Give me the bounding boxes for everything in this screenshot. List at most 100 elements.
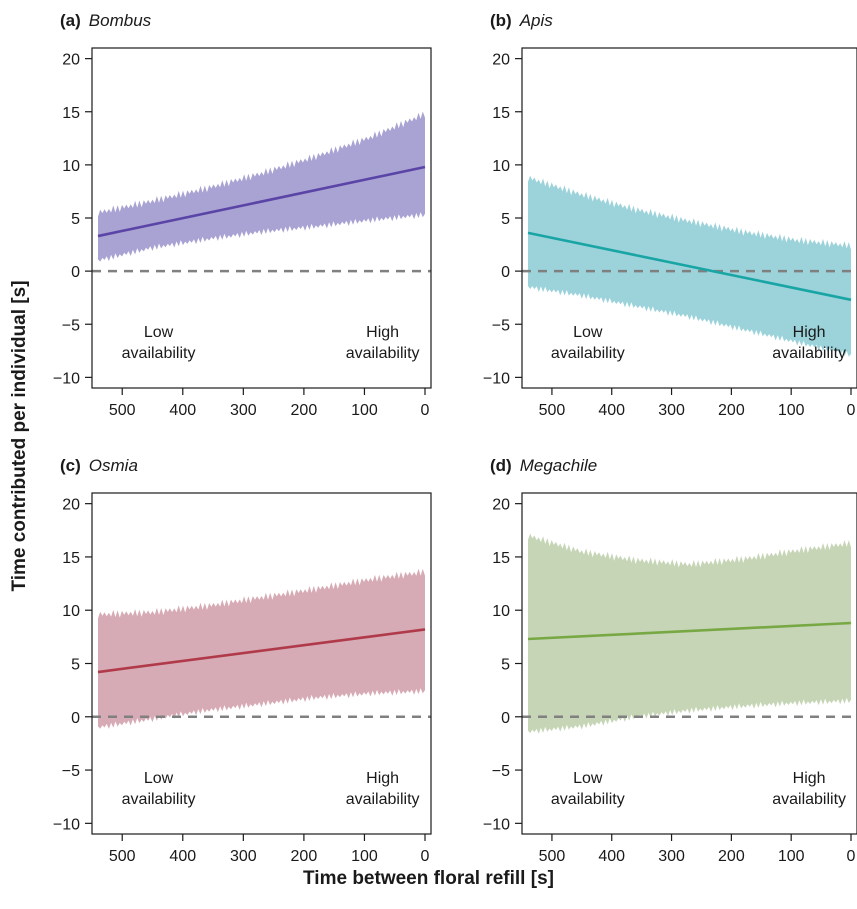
x-tick-label: 100 xyxy=(351,402,378,419)
annotation-line: availability xyxy=(551,791,625,808)
confidence-band xyxy=(98,568,425,729)
panel-label: (b) xyxy=(490,11,512,30)
y-tick-label: −5 xyxy=(62,763,80,780)
panel-taxon: Bombus xyxy=(89,11,152,30)
y-tick-label: −10 xyxy=(483,816,510,833)
annotation-line: High xyxy=(366,324,399,341)
x-tick-label: 300 xyxy=(658,848,685,865)
y-tick-label: 0 xyxy=(71,264,80,281)
x-tick-label: 400 xyxy=(169,402,196,419)
annotation-line: availability xyxy=(122,791,196,808)
annotation-high-availability: High availability xyxy=(346,770,420,808)
panel-label: (a) xyxy=(60,11,81,30)
x-axis-title: Time between floral refill [s] xyxy=(303,868,554,889)
x-tick-label: 100 xyxy=(778,848,805,865)
y-tick-label: 15 xyxy=(62,105,80,122)
panel-2: −10 −5 0 5 10 15 20 500 400 300 200 100 0 (b) Apis Low a… xyxy=(483,11,857,419)
annotation-line: availability xyxy=(346,345,420,362)
y-tick-label: 15 xyxy=(492,550,510,567)
y-tick-label: −10 xyxy=(53,370,80,387)
panel-label: (d) xyxy=(490,456,512,475)
panel-title: (b) Apis xyxy=(490,11,553,30)
fitted-line xyxy=(97,628,426,674)
y-tick-label: 10 xyxy=(62,158,80,175)
annotation-low-availability: Low availability xyxy=(122,770,196,808)
x-tick-label: 300 xyxy=(230,848,257,865)
panel-taxon: Megachile xyxy=(520,456,598,475)
panel-title: (d) Megachile xyxy=(490,456,597,475)
panel-1: −10 −5 0 5 10 15 20 500 400 300 200 100 0 (a) Bombus Lo… xyxy=(53,11,432,419)
y-tick-label: 0 xyxy=(71,710,80,727)
y-tick-label: 5 xyxy=(71,657,80,674)
panel-taxon: Apis xyxy=(519,11,554,30)
panel-4: −10 −5 0 5 10 15 20 500 400 300 200 100 0 (d) Megachil… xyxy=(483,456,857,865)
x-tick-label: 500 xyxy=(539,402,566,419)
annotation-high-availability: High availability xyxy=(346,324,420,362)
y-tick-label: 20 xyxy=(492,497,510,514)
x-tick-label: 0 xyxy=(421,848,430,865)
fitted-line xyxy=(527,231,852,302)
annotation-line: Low xyxy=(144,324,174,341)
annotation-low-availability: Low availability xyxy=(551,324,625,362)
annotation-line: availability xyxy=(772,791,846,808)
x-tick-label: 500 xyxy=(109,402,136,419)
y-tick-label: 10 xyxy=(492,603,510,620)
x-tick-label: 0 xyxy=(847,848,856,865)
panel-title: (c) Osmia xyxy=(60,456,138,475)
x-tick-label: 500 xyxy=(109,848,136,865)
panel-taxon: Osmia xyxy=(89,456,138,475)
x-tick-label: 400 xyxy=(598,848,625,865)
y-tick-label: −5 xyxy=(62,317,80,334)
annotation-high-availability: High availability xyxy=(772,770,846,808)
x-tick-label: 200 xyxy=(718,848,745,865)
fitted-line xyxy=(97,165,426,238)
y-axis-title-wrap: Time contributed per individual [s] xyxy=(0,0,40,820)
y-tick-label: −10 xyxy=(483,370,510,387)
annotation-high-availability: High availability xyxy=(772,324,846,362)
x-tick-label: 200 xyxy=(291,848,318,865)
y-tick-label: 15 xyxy=(62,550,80,567)
y-tick-label: 0 xyxy=(501,264,510,281)
y-tick-label: −5 xyxy=(492,317,510,334)
annotation-line: Low xyxy=(573,324,603,341)
y-tick-label: −5 xyxy=(492,763,510,780)
annotation-line: Low xyxy=(144,770,174,787)
annotation-low-availability: Low availability xyxy=(551,770,625,808)
confidence-band xyxy=(528,533,851,734)
annotation-line: High xyxy=(366,770,399,787)
annotation-line: availability xyxy=(122,345,196,362)
x-tick-label: 200 xyxy=(291,402,318,419)
fitted-line xyxy=(527,621,852,641)
y-tick-label: 20 xyxy=(62,497,80,514)
y-tick-label: 20 xyxy=(492,52,510,69)
annotation-line: availability xyxy=(346,791,420,808)
x-tick-label: 400 xyxy=(169,848,196,865)
y-tick-label: −10 xyxy=(53,816,80,833)
y-tick-label: 5 xyxy=(501,657,510,674)
x-tick-label: 0 xyxy=(847,402,856,419)
annotation-line: High xyxy=(793,324,826,341)
y-tick-label: 20 xyxy=(62,52,80,69)
y-tick-label: 10 xyxy=(492,158,510,175)
panel-3: −10 −5 0 5 10 15 20 500 400 300 200 100 0 (c) Osmia Low… xyxy=(53,456,432,865)
y-axis-title: Time contributed per individual [s] xyxy=(9,280,30,592)
x-tick-label: 200 xyxy=(718,402,745,419)
x-tick-label: 300 xyxy=(230,402,257,419)
annotation-line: High xyxy=(793,770,826,787)
y-tick-label: 5 xyxy=(71,211,80,228)
y-tick-label: 0 xyxy=(501,710,510,727)
confidence-band xyxy=(98,111,425,262)
x-tick-label: 400 xyxy=(598,402,625,419)
panel-label: (c) xyxy=(60,456,81,475)
annotation-line: Low xyxy=(573,770,603,787)
x-tick-label: 100 xyxy=(778,402,805,419)
x-tick-label: 100 xyxy=(351,848,378,865)
x-tick-label: 500 xyxy=(539,848,566,865)
x-tick-label: 300 xyxy=(658,402,685,419)
panel-title: (a) Bombus xyxy=(60,11,152,30)
x-tick-label: 0 xyxy=(421,402,430,419)
y-tick-label: 5 xyxy=(501,211,510,228)
annotation-low-availability: Low availability xyxy=(122,324,196,362)
y-tick-label: 15 xyxy=(492,105,510,122)
